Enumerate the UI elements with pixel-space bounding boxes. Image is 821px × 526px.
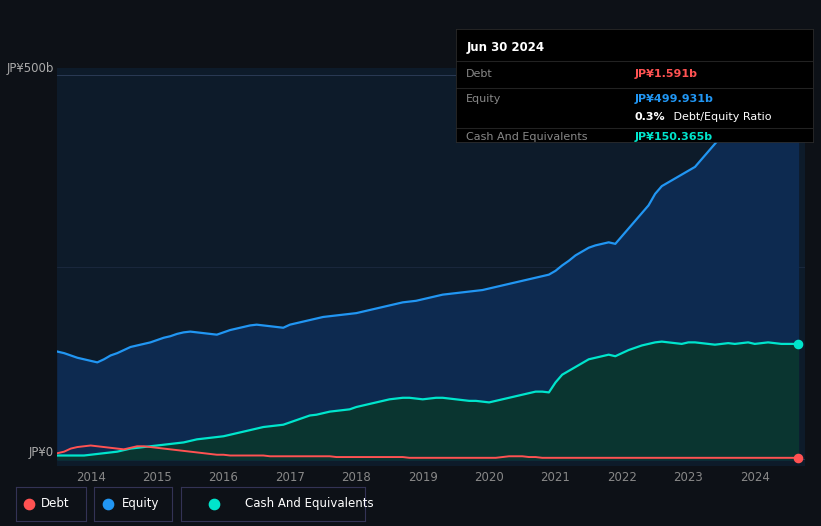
Text: Cash And Equivalents: Cash And Equivalents [466, 133, 588, 143]
Text: Equity: Equity [466, 94, 502, 104]
Text: Debt: Debt [466, 69, 493, 79]
Text: JP¥500b: JP¥500b [7, 62, 53, 75]
Point [791, 340, 805, 348]
Text: JP¥1.591b: JP¥1.591b [635, 69, 697, 79]
Point [791, 70, 805, 79]
Text: JP¥150.365b: JP¥150.365b [635, 133, 713, 143]
Text: Jun 30 2024: Jun 30 2024 [466, 41, 544, 54]
Text: Cash And Equivalents: Cash And Equivalents [245, 497, 374, 510]
Text: JP¥0: JP¥0 [29, 447, 53, 459]
Text: Debt/Equity Ratio: Debt/Equity Ratio [670, 112, 772, 122]
Text: 0.3%: 0.3% [635, 112, 665, 122]
Point [569, 344, 582, 352]
Text: Equity: Equity [122, 497, 159, 510]
Point [255, 344, 268, 352]
Text: Debt: Debt [41, 497, 70, 510]
Point [159, 344, 172, 352]
Text: JP¥499.931b: JP¥499.931b [635, 94, 713, 104]
Point [791, 454, 805, 462]
